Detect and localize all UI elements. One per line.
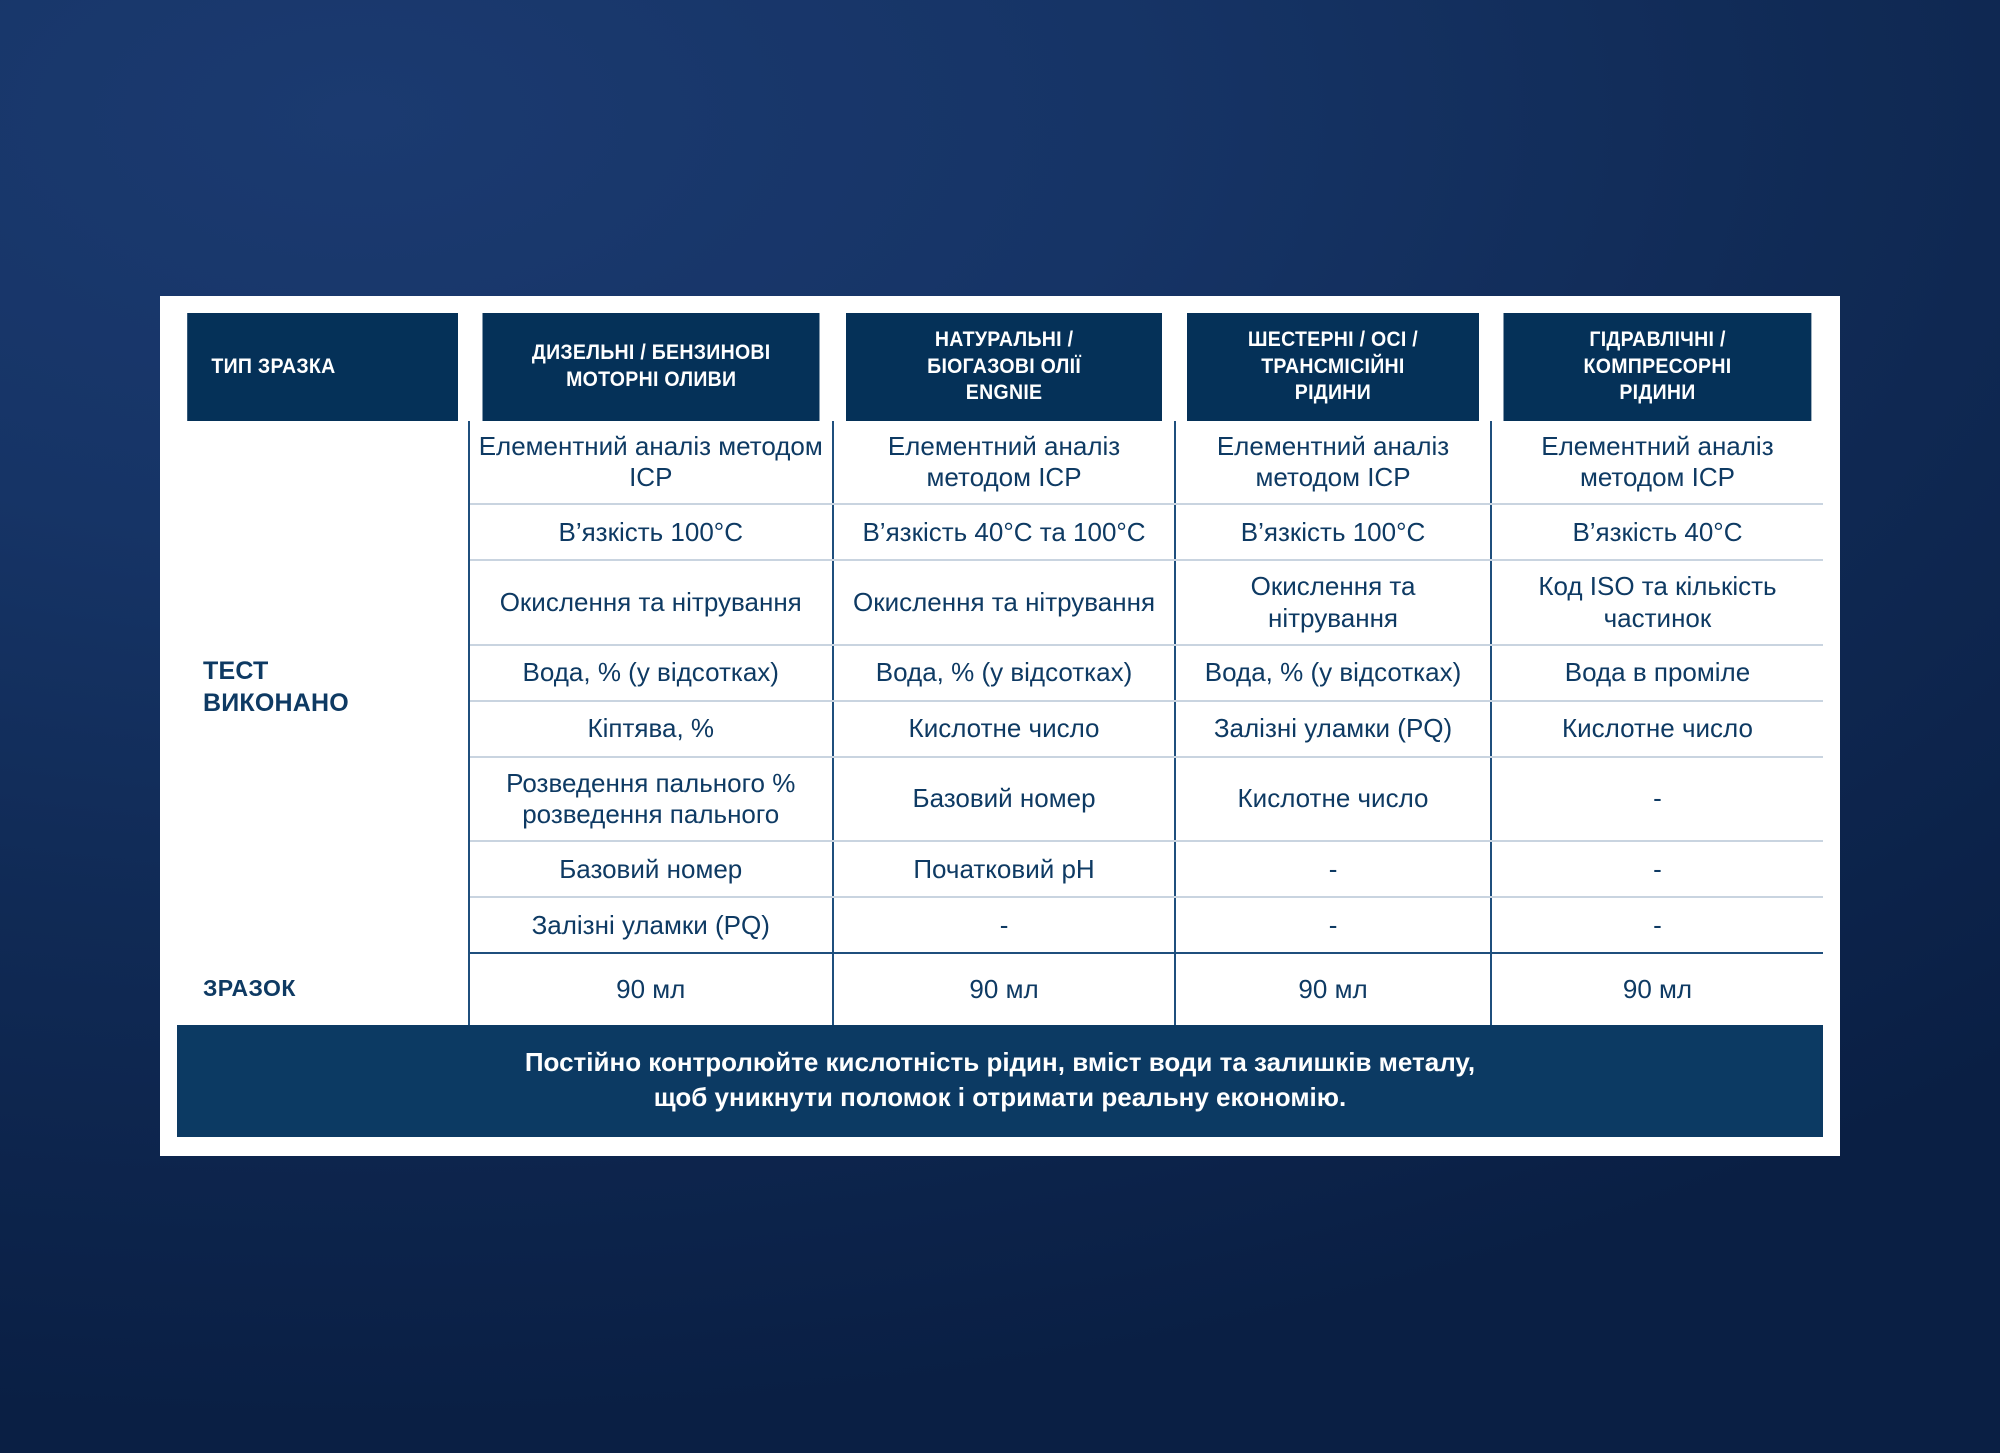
table-row: ТЕСТ ВИКОНАНО Елементний аналіз методом … xyxy=(177,421,1823,954)
table-cell: - xyxy=(832,897,1177,955)
table-cell: 90 мл xyxy=(1175,953,1492,1026)
table-cell: Залізні уламки (PQ) xyxy=(468,897,834,955)
table-cell: Базовий номер xyxy=(468,841,834,899)
table-cell: Початковий pH xyxy=(832,841,1177,899)
table-cell: В’язкість 40°C xyxy=(1490,504,1823,562)
footer-banner: Постійно контролюйте кислотність рідин, … xyxy=(177,1025,1823,1137)
column-header-sample-type: ТИП ЗРАЗКА xyxy=(187,313,460,421)
header-line: РІДИНИ xyxy=(1619,381,1696,405)
table-cell: Окислення та нітрування xyxy=(1175,560,1492,646)
table-cell: Кислотне число xyxy=(1490,700,1823,758)
column-header-natural-biogas-oils: НАТУРАЛЬНІ / БІОГАЗОВІ ОЛІЇ ENGNIE xyxy=(844,313,1165,421)
table-cell: Кислотне число xyxy=(832,700,1177,758)
table-row: Базовий номер Початковий pH - - xyxy=(177,841,1823,899)
lubricant-test-table: ТИП ЗРАЗКА ДИЗЕЛЬНІ / БЕНЗИНОВІ МОТОРНІ … xyxy=(177,313,1823,1026)
footer-banner-line-1: Постійно контролюйте кислотність рідин, … xyxy=(524,1047,1476,1078)
table-cell: Базовий номер xyxy=(832,756,1177,843)
table-body: ТЕСТ ВИКОНАНО Елементний аналіз методом … xyxy=(177,421,1823,1026)
table-cell: Код ISO та кількість частинок xyxy=(1490,560,1823,646)
header-line: ДИЗЕЛЬНІ / БЕНЗИНОВІ xyxy=(531,341,771,365)
header-line: ШЕСТЕРНІ / ОСІ / xyxy=(1247,327,1419,351)
table-cell: В’язкість 40°C та 100°C xyxy=(832,504,1177,562)
table-row: Вода, % (у відсотках) Вода, % (у відсотк… xyxy=(177,644,1823,702)
table-cell: Кіптява, % xyxy=(468,700,834,758)
table-cell: Розведення пального % розведення пальног… xyxy=(468,756,834,843)
table-cell: - xyxy=(1490,756,1823,843)
header-line: ТИП ЗРАЗКА xyxy=(211,354,336,378)
table-cell: - xyxy=(1490,897,1823,955)
table-cell: - xyxy=(1175,841,1492,899)
column-header-gear-axle-transmission-fluids: ШЕСТЕРНІ / ОСІ / ТРАНСМІСІЙНІ РІДИНИ xyxy=(1186,313,1481,421)
header-line: КОМПРЕСОРНІ xyxy=(1583,354,1732,378)
table-cell: Залізні уламки (PQ) xyxy=(1175,700,1492,758)
row-label-sample: ЗРАЗОК xyxy=(177,953,470,1026)
table-cell: Кислотне число xyxy=(1175,756,1492,843)
table-cell: Вода в проміле xyxy=(1490,644,1823,702)
column-header-hydraulic-compressor-fluids: ГІДРАВЛІЧНІ / КОМПРЕСОРНІ РІДИНИ xyxy=(1502,313,1812,421)
table-cell: Вода, % (у відсотках) xyxy=(832,644,1177,702)
table-cell: - xyxy=(1490,841,1823,899)
table-card: ТИП ЗРАЗКА ДИЗЕЛЬНІ / БЕНЗИНОВІ МОТОРНІ … xyxy=(160,296,1840,1156)
table-cell: 90 мл xyxy=(1490,953,1823,1026)
table-cell: 90 мл xyxy=(468,953,834,1026)
table-cell: В’язкість 100°C xyxy=(1175,504,1492,562)
table-row: Окислення та нітрування Окислення та ніт… xyxy=(177,560,1823,646)
header-line: ENGNIE xyxy=(965,381,1043,405)
table-head: ТИП ЗРАЗКА ДИЗЕЛЬНІ / БЕНЗИНОВІ МОТОРНІ … xyxy=(177,313,1823,421)
table-row: Залізні уламки (PQ) - - - xyxy=(177,897,1823,955)
table-cell: Елементний аналіз методом ICP xyxy=(832,421,1177,506)
header-line: ГІДРАВЛІЧНІ / xyxy=(1589,327,1726,351)
table-row: В’язкість 100°C В’язкість 40°C та 100°C … xyxy=(177,504,1823,562)
table-cell: Окислення та нітрування xyxy=(832,560,1177,646)
table-row-sample: ЗРАЗОК 90 мл 90 мл 90 мл 90 мл xyxy=(177,953,1823,1026)
row-group-label-line: ТЕСТ xyxy=(203,657,269,686)
header-line: ТРАНСМІСІЙНІ xyxy=(1261,354,1405,378)
header-row: ТИП ЗРАЗКА ДИЗЕЛЬНІ / БЕНЗИНОВІ МОТОРНІ … xyxy=(177,313,1823,421)
table-cell: Вода, % (у відсотках) xyxy=(1175,644,1492,702)
table-cell: 90 мл xyxy=(832,953,1177,1026)
header-line: НАТУРАЛЬНІ / xyxy=(934,327,1074,351)
header-line: РІДИНИ xyxy=(1294,381,1372,405)
table-cell: Елементний аналіз методом ICP xyxy=(1175,421,1492,506)
header-line: БІОГАЗОВІ ОЛІЇ xyxy=(927,354,1081,378)
header-line: МОТОРНІ ОЛИВИ xyxy=(565,368,736,391)
table-cell: Вода, % (у відсотках) xyxy=(468,644,834,702)
table-cell: В’язкість 100°C xyxy=(468,504,834,562)
column-header-diesel-petrol-engine-oils: ДИЗЕЛЬНІ / БЕНЗИНОВІ МОТОРНІ ОЛИВИ xyxy=(481,313,822,421)
table-cell: Елементний аналіз методом ICP xyxy=(468,421,834,506)
row-group-label-line: ВИКОНАНО xyxy=(203,689,349,718)
table-cell: Окислення та нітрування xyxy=(468,560,834,646)
footer-banner-line-2: щоб уникнути поломок і отримати реальну … xyxy=(653,1081,1347,1112)
row-group-label-test-performed: ТЕСТ ВИКОНАНО xyxy=(177,421,470,954)
table-row: Розведення пального % розведення пальног… xyxy=(177,756,1823,843)
table-cell: Елементний аналіз методом ICP xyxy=(1490,421,1823,506)
table-cell: - xyxy=(1175,897,1492,955)
table-row: Кіптява, % Кислотне число Залізні уламки… xyxy=(177,700,1823,758)
table-wrapper: ТИП ЗРАЗКА ДИЗЕЛЬНІ / БЕНЗИНОВІ МОТОРНІ … xyxy=(177,313,1823,1139)
